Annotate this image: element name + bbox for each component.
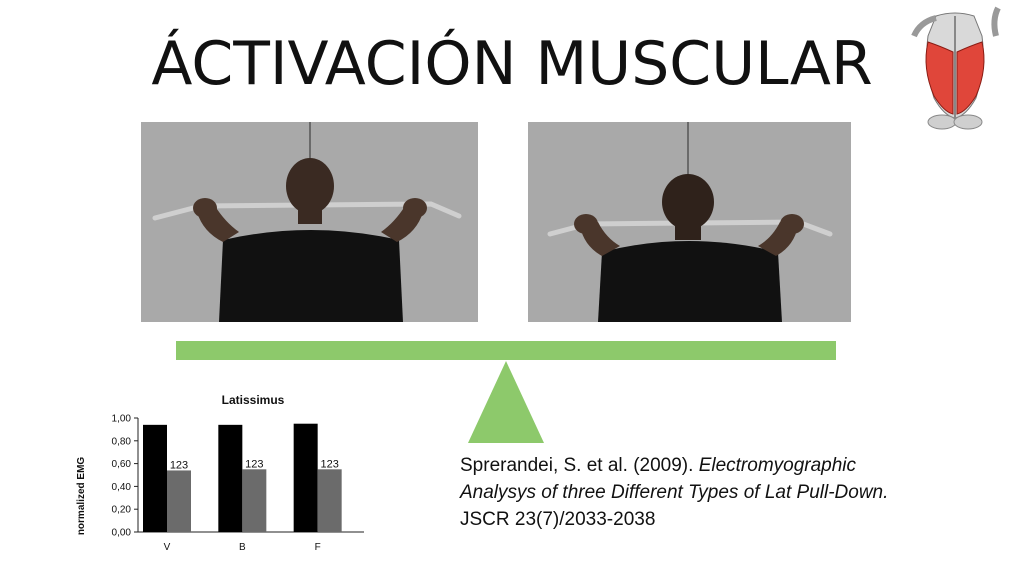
chart-title: Latissimus (222, 393, 285, 407)
y-tick-label: 0,20 (112, 505, 132, 516)
y-tick-label: 0,80 (112, 436, 132, 447)
balance-fulcrum (468, 361, 544, 443)
y-tick-label: 1,00 (112, 414, 132, 425)
bar-B-series-2 (242, 469, 267, 532)
citation-title-part-2: Analysys of three Different Types of Lat… (460, 482, 889, 503)
back-muscle-anatomy-image (906, 6, 1004, 130)
citation-journal: JSCR 23(7)/2033-2038 (460, 509, 656, 530)
slide-title: ÁCTIVACIÓN MUSCULAR (151, 29, 873, 99)
latissimus-emg-chart: Latissimus normalized EMG 0,00 0,20 0,40 0,… (76, 393, 364, 553)
bar-data-label: 123 (245, 458, 263, 470)
wide-grip-pulldown-photo (141, 122, 478, 322)
citation-line-1: Sprerandei, S. et al. (2009). Electromyo… (460, 452, 980, 479)
bar-F-series-2 (317, 469, 342, 532)
bar-V-series-2 (167, 470, 191, 532)
close-grip-pulldown-photo (528, 122, 851, 322)
x-tick-label: B (239, 542, 246, 553)
bar-V-series-1 (143, 424, 167, 532)
balance-beam (176, 341, 836, 360)
bar-data-label: 123 (320, 458, 338, 470)
citation: Sprerandei, S. et al. (2009). Electromyo… (460, 452, 980, 533)
citation-title-part-1: Electromyographic (698, 455, 857, 476)
bar-F-series-1 (293, 423, 318, 532)
y-tick-label: 0,00 (112, 528, 132, 539)
y-tick-label: 0,60 (112, 459, 132, 470)
x-tick-label: V (164, 542, 171, 553)
x-tick-label: F (315, 542, 321, 553)
citation-line-2: Analysys of three Different Types of Lat… (460, 479, 980, 506)
chart-y-axis-label: normalized EMG (76, 457, 87, 536)
citation-authors: Sprerandei, S. et al. (2009). (460, 455, 699, 476)
y-tick-label: 0,40 (112, 482, 132, 493)
bar-B-series-1 (218, 424, 243, 532)
bar-data-label: 123 (170, 459, 188, 471)
